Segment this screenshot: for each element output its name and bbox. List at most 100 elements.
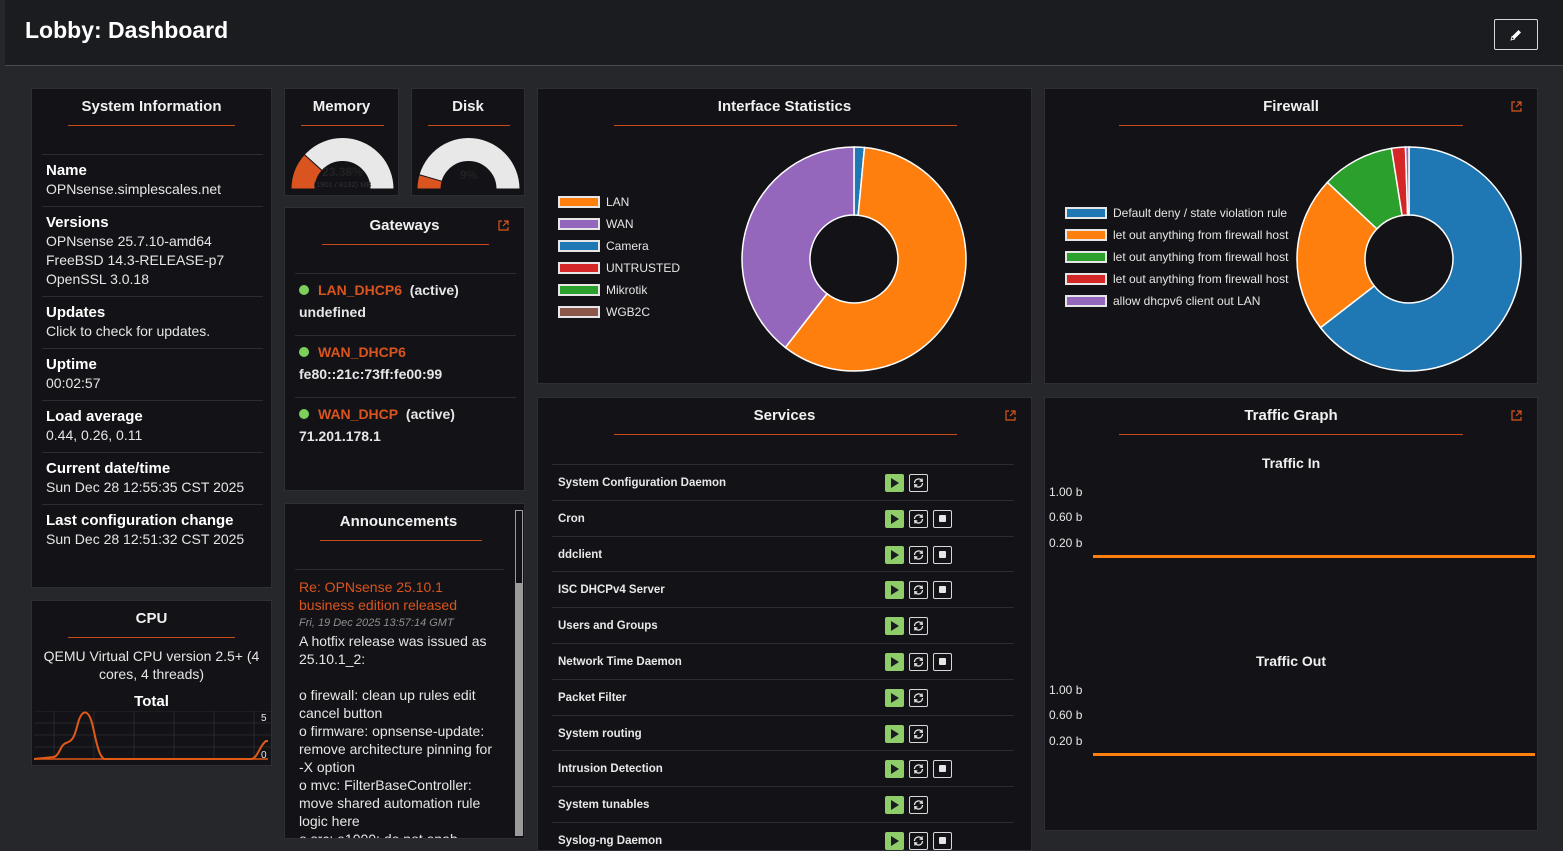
start-service-button[interactable] [885, 617, 904, 636]
external-link-icon[interactable] [1005, 410, 1016, 421]
legend-swatch [558, 284, 600, 296]
status-online-icon [299, 409, 309, 419]
announcement-content: Re: OPNsense 25.10.1 business edition re… [299, 578, 499, 839]
start-service-button[interactable] [885, 509, 904, 528]
service-name: ISC DHCPv4 Server [558, 584, 665, 597]
cpu-y-min: 0 [261, 750, 267, 761]
cpu-y-max: 5 [261, 713, 267, 724]
announcement-item: o src: e1000: do not enab [299, 831, 458, 839]
status-online-icon [299, 285, 309, 295]
start-service-button[interactable] [885, 581, 904, 600]
status-online-icon [299, 347, 309, 357]
scrollbar-thumb[interactable] [516, 511, 522, 583]
legend-swatch [1065, 207, 1107, 219]
version-freebsd: FreeBSD 14.3-RELEASE-p7 [46, 252, 225, 268]
services-widget: Services System Configuration Daemon Cron… [537, 397, 1032, 851]
restart-service-button[interactable] [909, 832, 928, 850]
refresh-icon [913, 693, 924, 703]
last-config-value: Sun Dec 28 12:51:32 CST 2025 [46, 531, 245, 547]
play-icon [891, 585, 899, 596]
start-service-button[interactable] [885, 724, 904, 743]
cpu-model: QEMU Virtual CPU version 2.5+ (4 cores, … [43, 648, 260, 682]
play-icon [891, 692, 899, 703]
refresh-icon [913, 836, 924, 846]
datetime-label: Current date/time [46, 460, 171, 477]
name-label: Name [46, 162, 87, 179]
play-icon [891, 549, 899, 560]
traffic-out-title: Traffic Out [1255, 653, 1326, 669]
service-row: ddclient [552, 535, 1014, 572]
stop-service-button[interactable] [933, 653, 952, 671]
top-bar: Lobby: Dashboard [5, 0, 1563, 66]
play-icon [891, 836, 899, 846]
service-name: Intrusion Detection [558, 763, 663, 776]
stop-service-button[interactable] [933, 832, 952, 850]
start-service-button[interactable] [885, 832, 904, 850]
service-name: Syslog-ng Daemon [558, 835, 663, 847]
disk-widget: Disk 9% [411, 88, 525, 196]
restart-service-button[interactable] [909, 617, 928, 636]
restart-service-button[interactable] [909, 509, 928, 528]
refresh-icon [913, 549, 924, 560]
memory-detail: (1901 / 8132) MB [314, 180, 372, 189]
start-service-button[interactable] [885, 760, 904, 779]
refresh-icon [913, 657, 924, 667]
restart-service-button[interactable] [909, 688, 928, 707]
donut-slice-wan[interactable] [741, 146, 855, 349]
page-title: Lobby: Dashboard [25, 17, 229, 43]
versions-label: Versions [46, 214, 109, 231]
stop-icon [939, 765, 946, 773]
edit-dashboard-button[interactable] [1494, 19, 1538, 50]
refresh-icon [913, 478, 924, 488]
widget-title: Gateways [369, 217, 440, 234]
gateways-widget: Gateways LAN_DHCP6 (active) undefined WA… [284, 207, 525, 491]
check-updates-link[interactable]: Click to check for updates. [46, 323, 211, 339]
service-row: Syslog-ng Daemon [552, 822, 1014, 850]
start-service-button[interactable] [885, 796, 904, 815]
restart-service-button[interactable] [909, 760, 928, 779]
gateway-name-wan-dhcp6[interactable]: WAN_DHCP6 [318, 344, 406, 360]
restart-service-button[interactable] [909, 653, 928, 671]
gateway-item: LAN_DHCP6 (active) undefined [299, 281, 459, 320]
gateway-name-lan-dhcp6[interactable]: LAN_DHCP6 [318, 282, 403, 298]
donut-slice-lan[interactable] [784, 146, 967, 372]
stop-service-button[interactable] [933, 760, 952, 779]
gateway-item: WAN_DHCP (active) 71.201.178.1 [299, 405, 455, 444]
start-service-button[interactable] [885, 688, 904, 707]
refresh-icon [913, 764, 924, 775]
external-link-icon[interactable] [1511, 101, 1522, 112]
stop-service-button[interactable] [933, 581, 952, 600]
announcement-date: Fri, 19 Dec 2025 13:57:14 GMT [299, 617, 454, 629]
announcement-item: o firewall: clean up rules edit cancel b… [299, 687, 476, 721]
external-link-icon[interactable] [498, 220, 509, 231]
start-service-button[interactable] [885, 545, 904, 564]
restart-service-button[interactable] [909, 581, 928, 600]
start-service-button[interactable] [885, 653, 904, 671]
stop-icon [939, 837, 946, 844]
restart-service-button[interactable] [909, 545, 928, 564]
stop-service-button[interactable] [933, 509, 952, 528]
load-average-value: 0.44, 0.26, 0.11 [46, 427, 143, 443]
stop-icon [939, 514, 946, 522]
firewall-widget: Firewall Default deny / state violation … [1044, 88, 1538, 384]
gateway-name-wan-dhcp[interactable]: WAN_DHCP [318, 406, 399, 422]
traffic-in-ytick: 1.00 b [1049, 485, 1083, 499]
traffic-graph-widget: Traffic Graph Traffic In 1.00 b 0.60 b 0… [1044, 397, 1538, 831]
service-name: System Configuration Daemon [558, 477, 727, 489]
refresh-icon [913, 800, 924, 810]
donut-slice-allow-dhcpv6[interactable] [1404, 146, 1410, 216]
service-row: Cron [552, 499, 1014, 536]
restart-service-button[interactable] [909, 796, 928, 815]
start-service-button[interactable] [885, 474, 904, 492]
external-link-icon[interactable] [1511, 410, 1522, 421]
legend-swatch [558, 306, 600, 318]
donut-slice-default-deny[interactable] [1319, 146, 1522, 372]
restart-service-button[interactable] [909, 474, 928, 492]
restart-service-button[interactable] [909, 724, 928, 743]
service-name: Cron [558, 512, 585, 525]
announcement-headline[interactable]: Re: OPNsense 25.10.1 business edition re… [299, 579, 457, 613]
stop-service-button[interactable] [933, 545, 952, 564]
donut-slice-let-out-1[interactable] [1296, 181, 1378, 329]
widget-title: Disk [452, 98, 484, 115]
announcements-scrollbar[interactable] [515, 510, 523, 836]
